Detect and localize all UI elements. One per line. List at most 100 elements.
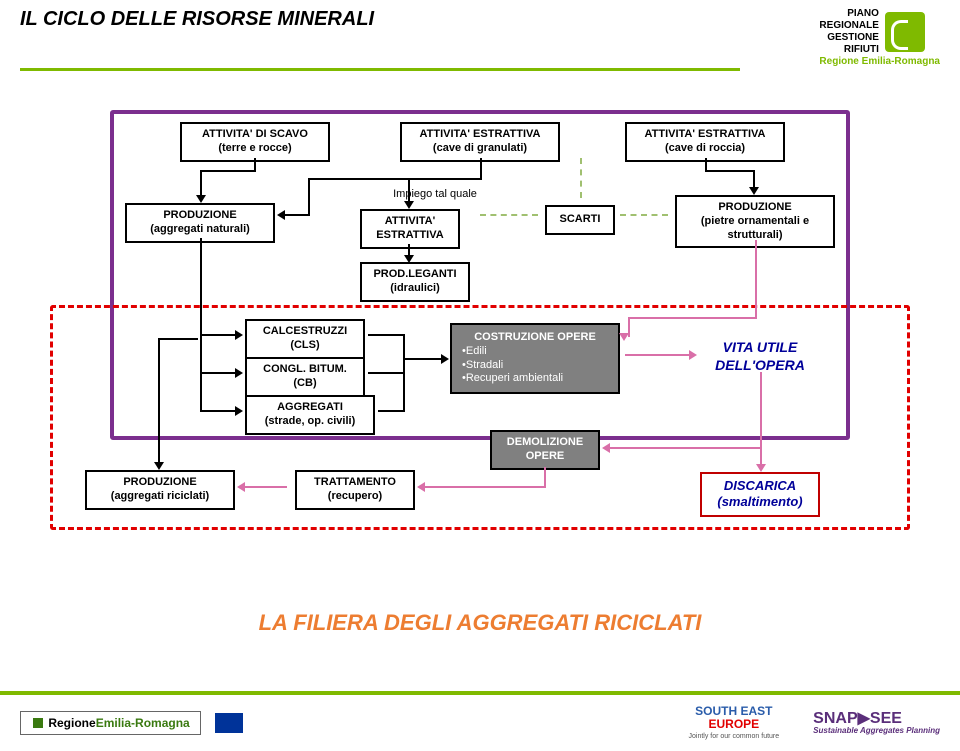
att-estr-l2: ESTRATTIVA — [368, 229, 452, 243]
arrow — [417, 482, 425, 492]
arrow — [196, 195, 206, 203]
page-header: IL CICLO DELLE RISORSE MINERALI PIANO RE… — [0, 0, 960, 68]
cls-l1: CALCESTRUZZI — [253, 325, 357, 339]
scavo-l2: (terre e rocce) — [188, 142, 322, 156]
conn-dash — [580, 158, 582, 198]
node-leganti: PROD.LEGANTI (idraulici) — [360, 262, 470, 302]
conn — [308, 178, 310, 214]
disc-l2: (smaltimento) — [708, 494, 812, 510]
conn-pink — [245, 486, 287, 488]
title-underline — [20, 68, 740, 71]
arrow — [441, 354, 449, 364]
arrow — [237, 482, 245, 492]
conn — [200, 170, 202, 195]
pietre-l1: PRODUZIONE — [683, 201, 827, 215]
conn — [705, 158, 707, 170]
conn-dash — [480, 214, 538, 216]
conn — [200, 238, 202, 412]
node-prod-ric: PRODUZIONE (aggregati riciclati) — [85, 470, 235, 510]
conn — [200, 410, 236, 412]
arrow — [756, 464, 766, 472]
demol-l2: OPERE — [498, 450, 592, 464]
conn-pink — [425, 486, 546, 488]
se1: SOUTH EAST — [695, 704, 772, 718]
se2: EUROPE — [708, 717, 759, 731]
eu-flag-icon — [215, 713, 243, 733]
cls-l2: (CLS) — [253, 339, 357, 353]
tratt-l1: TRATTAMENTO — [303, 476, 407, 490]
conn — [378, 410, 403, 412]
node-estr-gran: ATTIVITA' ESTRATTIVA (cave di granulati) — [400, 122, 560, 162]
pietre-l2: (pietre ornamentali e — [683, 215, 827, 229]
logo-icon — [885, 12, 925, 52]
costr-b1: Edili — [466, 345, 487, 357]
arrow — [404, 201, 414, 209]
disc-l1: DISCARICA — [708, 478, 812, 494]
costr-b3: Recuperi ambientali — [466, 372, 563, 384]
arrow — [602, 443, 610, 453]
ric-l2: (aggregati riciclati) — [93, 490, 227, 504]
logo-l1: PIANO — [819, 8, 878, 20]
congl-l2: (CB) — [253, 377, 357, 391]
logo-l3: GESTIONE — [819, 32, 878, 44]
node-cls: CALCESTRUZZI (CLS) — [245, 319, 365, 359]
node-scavo: ATTIVITA' DI SCAVO (terre e rocce) — [180, 122, 330, 162]
subtitle: LA FILIERA DEGLI AGGREGATI RICICLATI — [0, 610, 960, 636]
arrow — [619, 333, 629, 341]
conn — [403, 334, 405, 412]
costr-title: COSTRUZIONE OPERE — [462, 331, 608, 345]
conn — [480, 158, 482, 178]
congl-l1: CONGL. BITUM. — [253, 363, 357, 377]
footer-se: SOUTH EAST EUROPE Jointly for our common… — [689, 705, 780, 741]
estr-gran-l2: (cave di granulati) — [408, 142, 552, 156]
demol-l1: DEMOLIZIONE — [498, 436, 592, 450]
conn — [403, 358, 443, 360]
node-tratt: TRATTAMENTO (recupero) — [295, 470, 415, 510]
conn — [200, 334, 236, 336]
rer2: Emilia-Romagna — [96, 716, 190, 730]
footer-snap: SNAP▶SEE Sustainable Aggregates Planning — [813, 710, 940, 736]
conn — [284, 214, 310, 216]
conn — [200, 372, 236, 374]
arrow — [749, 187, 759, 195]
att-estr-l1: ATTIVITA' — [368, 215, 452, 229]
scavo-l1: ATTIVITA' DI SCAVO — [188, 128, 322, 142]
node-prod-nat: PRODUZIONE (aggregati naturali) — [125, 203, 275, 243]
estr-roc-l1: ATTIVITA' ESTRATTIVA — [633, 128, 777, 142]
arrow — [235, 368, 243, 378]
conn-pink — [760, 372, 762, 448]
vita-l1: VITA UTILE — [706, 339, 814, 357]
tratt-l2: (recupero) — [303, 490, 407, 504]
snap1: SNAP▶SEE — [813, 710, 940, 728]
logo-l4: RIFIUTI — [819, 44, 878, 56]
conn — [200, 170, 256, 172]
leganti-l2: (idraulici) — [368, 282, 462, 296]
node-congl: CONGL. BITUM. (CB) — [245, 357, 365, 397]
conn — [308, 178, 482, 180]
estr-roc-l2: (cave di roccia) — [633, 142, 777, 156]
rer1: Regione — [48, 716, 95, 730]
conn-pink — [628, 317, 757, 319]
footer-rer: RegioneEmilia-Romagna — [20, 711, 201, 736]
leganti-l1: PROD.LEGANTI — [368, 268, 462, 282]
conn — [705, 170, 755, 172]
se3: Jointly for our common future — [689, 733, 780, 740]
node-scarti: SCARTI — [545, 205, 615, 235]
conn — [368, 372, 403, 374]
diagram-area: ATTIVITA' DI SCAVO (terre e rocce) ATTIV… — [50, 110, 910, 580]
estr-gran-l1: ATTIVITA' ESTRATTIVA — [408, 128, 552, 142]
conn-pink — [610, 447, 762, 449]
logo-sub: Regione Emilia-Romagna — [819, 56, 940, 68]
conn-pink — [755, 240, 757, 318]
conn — [753, 170, 755, 188]
conn-dash — [620, 214, 668, 216]
node-demol: DEMOLIZIONE OPERE — [490, 430, 600, 470]
arrow — [404, 255, 414, 263]
ric-l1: PRODUZIONE — [93, 476, 227, 490]
conn — [158, 338, 160, 464]
rer-icon — [31, 716, 45, 730]
arrow — [154, 462, 164, 470]
conn — [254, 158, 256, 170]
node-aggr: AGGREGATI (strade, op. civili) — [245, 395, 375, 435]
label-impiego: Impiego tal quale — [380, 188, 490, 200]
